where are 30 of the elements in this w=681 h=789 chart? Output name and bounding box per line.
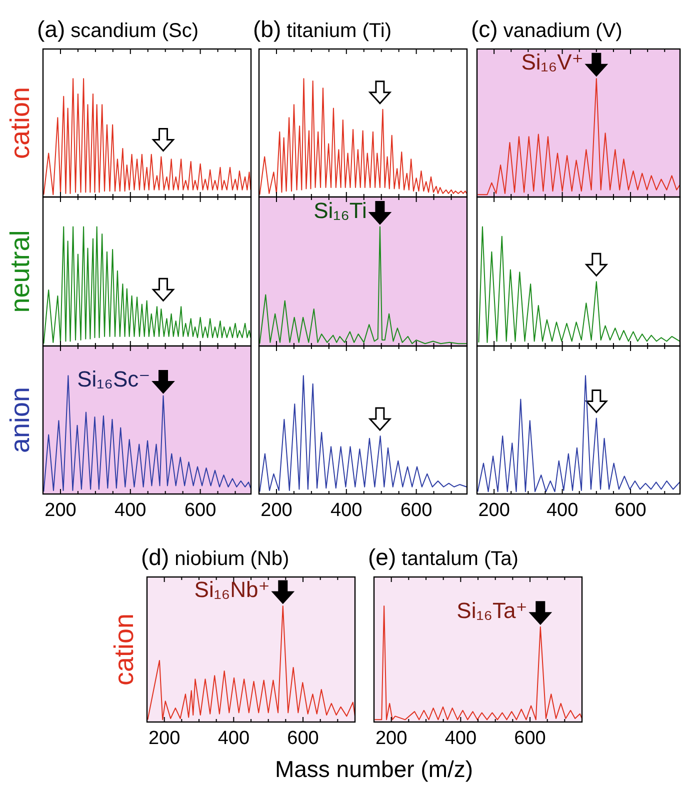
annotation: Si₁₆Ti xyxy=(314,198,367,223)
x-tick-label: 400 xyxy=(330,500,362,521)
x-tick-label: 600 xyxy=(514,728,546,749)
x-tick-label: 600 xyxy=(614,500,646,521)
chart-title: (b) titanium (Ti) xyxy=(253,16,392,42)
annotation: Si₁₆V⁺ xyxy=(521,50,584,75)
x-tick-label: 200 xyxy=(44,500,76,521)
chart-title: (c) vanadium (V) xyxy=(471,16,622,42)
y-axis-title: anion xyxy=(5,386,35,454)
x-tick-label: 200 xyxy=(478,500,510,521)
chart-title: (e) tantalum (Ta) xyxy=(368,544,518,570)
x-tick-label: 200 xyxy=(148,728,180,749)
x-tick-label: 600 xyxy=(400,500,432,521)
x-tick-label: 400 xyxy=(444,728,477,749)
x-tick-label: 200 xyxy=(260,500,292,521)
x-axis-title: Mass number (m/z) xyxy=(274,756,474,782)
x-tick-label: 400 xyxy=(218,728,250,749)
annotation: Si₁₆Ta⁺ xyxy=(456,598,528,623)
x-tick-label: 600 xyxy=(184,500,216,521)
annotation: Si₁₆Sc⁻ xyxy=(77,366,150,392)
y-axis-title: cation xyxy=(5,86,35,160)
annotation: Si₁₆Nb⁺ xyxy=(194,577,270,602)
chart-title: (a) scandium (Sc) xyxy=(37,16,198,42)
y-axis-title: cation xyxy=(109,613,139,686)
y-axis-title: neutral xyxy=(5,230,35,313)
x-tick-label: 200 xyxy=(375,728,408,749)
x-tick-label: 600 xyxy=(287,728,319,749)
chart-title: (d) niobium (Nb) xyxy=(141,544,290,570)
x-tick-label: 400 xyxy=(546,500,578,521)
x-tick-label: 400 xyxy=(114,500,146,521)
